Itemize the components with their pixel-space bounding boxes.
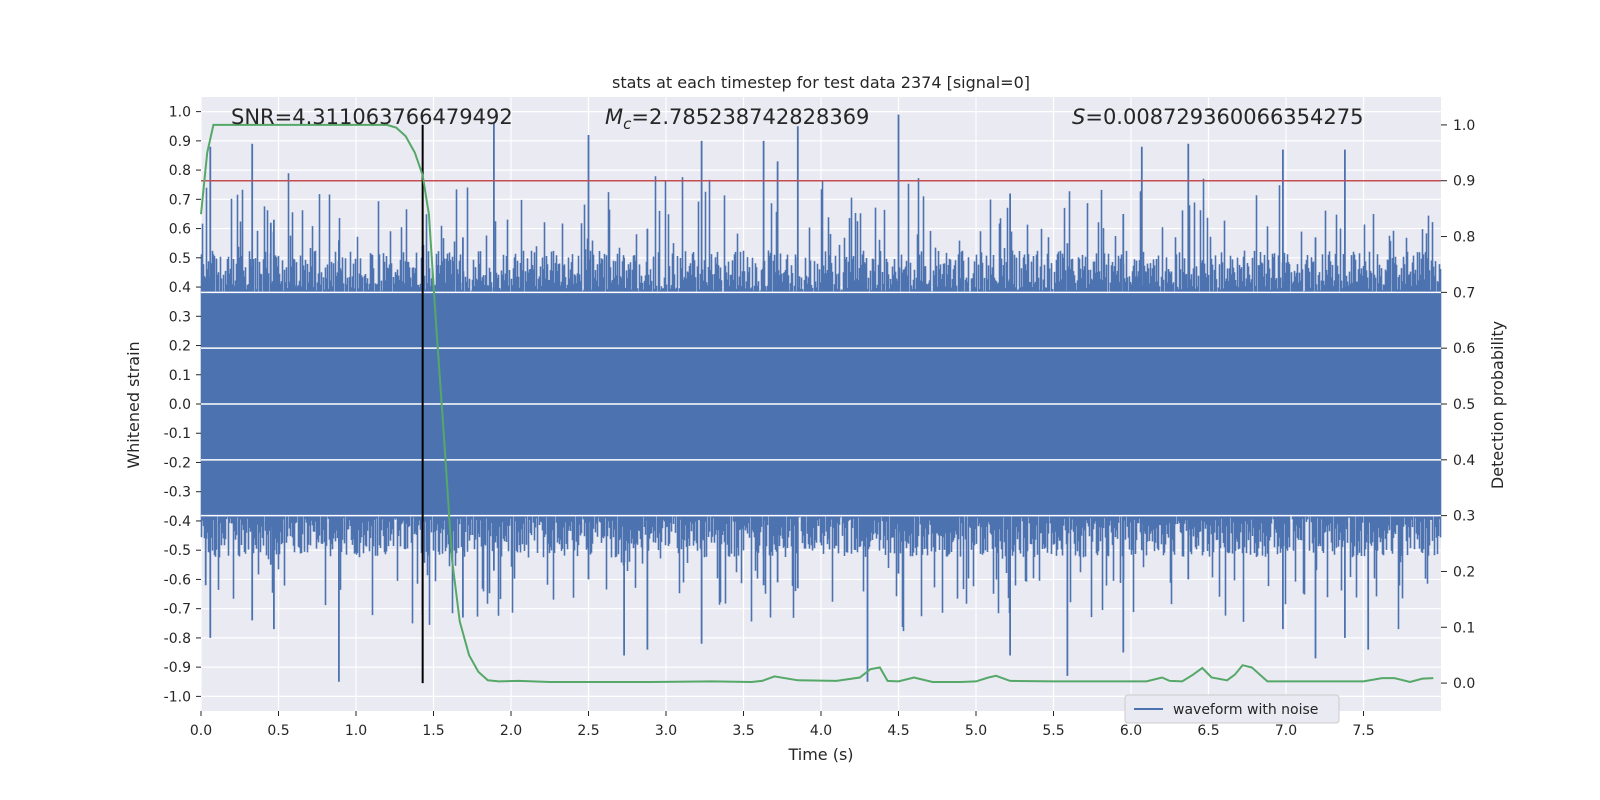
y-tick-label: -0.3 xyxy=(164,485,191,501)
y-tick-label: -0.2 xyxy=(164,455,191,471)
y2-tick-label: 1.0 xyxy=(1453,118,1475,134)
y-tick-label: 0.9 xyxy=(169,134,191,150)
y2-tick-label: 0.0 xyxy=(1453,676,1475,692)
y2-tick-label: 0.6 xyxy=(1453,341,1475,357)
y-tick-label: -0.6 xyxy=(164,572,191,588)
y-tick-label: 0.8 xyxy=(169,163,191,179)
y-tick-label: -0.8 xyxy=(164,631,191,647)
mc-symbol: M xyxy=(605,105,623,129)
snr-annotation: SNR=4.311063766479492 xyxy=(231,105,513,129)
detection-probability-line xyxy=(200,123,1434,684)
y-tick-label: 0.2 xyxy=(169,339,191,355)
x-tick-label: 6.5 xyxy=(1197,723,1219,739)
y-tick-label: 0.0 xyxy=(169,397,191,413)
y-tick-label: -0.9 xyxy=(164,660,191,676)
y-tick-label: 0.5 xyxy=(169,251,191,267)
y-axis-label: Whitened strain xyxy=(124,341,143,468)
y2-tick-label: 0.2 xyxy=(1453,564,1475,580)
y2-tick-label: 0.7 xyxy=(1453,285,1475,301)
mc-subscript: c xyxy=(623,115,632,133)
y2-tick-label: 0.9 xyxy=(1453,174,1475,190)
y-tick-label: 0.3 xyxy=(169,309,191,325)
chart-title: stats at each timestep for test data 237… xyxy=(612,73,1030,92)
legend-label: waveform with noise xyxy=(1173,702,1318,718)
x-tick-label: 5.0 xyxy=(965,723,987,739)
x-tick-label: 1.5 xyxy=(422,723,444,739)
s-symbol: S xyxy=(1072,105,1085,129)
x-tick-label: 4.5 xyxy=(887,723,909,739)
y-tick-label: -0.1 xyxy=(164,426,191,442)
y-tick-label: 0.6 xyxy=(169,222,191,238)
s-value: =0.008729360066354275 xyxy=(1085,105,1363,129)
y-tick-label: -0.4 xyxy=(164,514,191,530)
y-tick-label: 1.0 xyxy=(169,105,191,121)
y-tick-label: 0.1 xyxy=(169,368,191,384)
x-tick-label: 6.0 xyxy=(1120,723,1142,739)
y2-ticks: 1.0 0.9 0.8 0.7 0.6 0.5 0.4 0.3 0.2 0.1 0.0 xyxy=(1441,118,1475,692)
y-tick-label: -0.7 xyxy=(164,602,191,618)
x-tick-label: 0.0 xyxy=(190,723,212,739)
x-tick-label: 3.5 xyxy=(732,723,754,739)
x-axis-label: Time (s) xyxy=(787,745,853,764)
y-tick-label: 0.7 xyxy=(169,192,191,208)
x-tick-label: 3.0 xyxy=(655,723,677,739)
legend-box xyxy=(1124,694,1340,724)
x-tick-label: 1.0 xyxy=(345,723,367,739)
x-ticks: 0.0 0.5 1.0 1.5 2.0 2.5 3.0 3.5 4.0 4.5 5.0 5.5 6.0 6… xyxy=(190,711,1375,739)
y2-axis-label: Detection probability xyxy=(1488,321,1507,489)
x-tick-label: 2.5 xyxy=(577,723,599,739)
white-horizontal-lines xyxy=(201,291,1441,517)
s-annotation: S=0.008729360066354275 xyxy=(1072,105,1363,129)
x-tick-label: 5.5 xyxy=(1042,723,1064,739)
y2-tick-label: 0.4 xyxy=(1453,453,1475,469)
y-tick-label: -1.0 xyxy=(164,689,191,705)
x-tick-label: 0.5 xyxy=(267,723,289,739)
mc-value: =2.785238742828369 xyxy=(631,105,869,129)
legend: waveform with noise xyxy=(1124,694,1340,724)
x-tick-label: 7.0 xyxy=(1275,723,1297,739)
y2-tick-label: 0.8 xyxy=(1453,230,1475,246)
y-ticks: 1.0 0.9 0.8 0.7 0.6 0.5 0.4 0.3 0.2 0.1 0.0 -0.1 -0.… xyxy=(164,105,201,705)
y-tick-label: -0.5 xyxy=(164,543,191,559)
y2-tick-label: 0.1 xyxy=(1453,620,1475,636)
x-tick-label: 4.0 xyxy=(810,723,832,739)
x-tick-label: 7.5 xyxy=(1352,723,1374,739)
y2-tick-label: 0.3 xyxy=(1453,509,1475,525)
y-tick-label: 0.4 xyxy=(169,280,191,296)
y2-tick-label: 0.5 xyxy=(1453,397,1475,413)
chirp-mass-annotation: Mc=2.785238742828369 xyxy=(605,105,869,133)
x-tick-label: 2.0 xyxy=(500,723,522,739)
